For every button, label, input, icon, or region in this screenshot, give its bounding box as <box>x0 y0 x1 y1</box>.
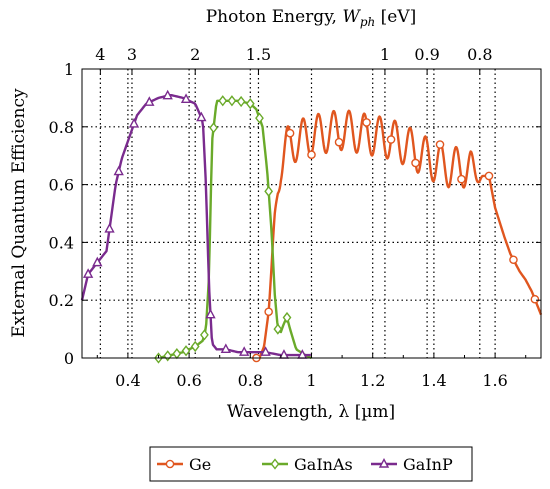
series-point-gainas <box>236 95 246 108</box>
series-point-gainp <box>260 346 271 356</box>
series-point-ge <box>386 135 396 144</box>
series-gainp <box>80 89 311 359</box>
series-point-gainas <box>227 95 237 107</box>
x-tick-label: 1.6 <box>482 371 507 390</box>
top-tick-label: 2 <box>190 45 200 64</box>
y-tick-label: 0.2 <box>49 291 74 310</box>
series-point-ge <box>307 150 316 160</box>
legend-marker-ge <box>165 459 175 469</box>
series-point-gainp <box>104 222 115 233</box>
series-point-ge <box>457 174 466 184</box>
series-point-ge <box>411 158 420 168</box>
series-point-gainp <box>92 256 103 267</box>
series-point-gainas <box>273 323 283 335</box>
series-point-gainas <box>200 329 209 341</box>
series-point-gainas <box>264 185 274 197</box>
legend: Ge GaInAs GaInP <box>149 446 473 482</box>
series-gainas <box>154 95 313 364</box>
legend-marker-gainas <box>270 458 280 470</box>
y-tick-label: 1 <box>64 60 74 79</box>
legend-label-gainas: GaInAs <box>294 455 353 474</box>
series-ge <box>252 109 543 363</box>
top-axis-label-sub: ph <box>360 15 375 29</box>
x-tick-labels: 0.4 0.6 0.8 1 1.2 1.4 1.6 <box>115 371 508 390</box>
top-tick-label: 1 <box>380 45 390 64</box>
y-tick-label: 0.8 <box>49 118 74 137</box>
legend-label-gainp: GaInP <box>403 455 453 474</box>
top-axis-label-var: W <box>342 7 361 27</box>
series-point-gainp <box>82 268 94 278</box>
series-point-gainas <box>255 112 264 124</box>
series-point-gainas <box>282 311 292 324</box>
y-tick-labels: 0 0.2 0.4 0.6 0.8 1 <box>49 60 74 368</box>
series-point-gainas <box>181 345 191 357</box>
legend-item-gainas: GaInAs <box>262 455 353 474</box>
series-point-gainas <box>245 98 255 110</box>
top-tick-labels: 4 3 2 1.5 1 0.9 0.8 <box>95 45 492 64</box>
top-tick-label: 0.9 <box>414 45 439 64</box>
series-point-ge <box>509 255 518 265</box>
series-point-gainp <box>239 346 250 356</box>
series-point-ge <box>362 118 371 127</box>
legend-label-ge: Ge <box>189 455 211 474</box>
x-tick-label: 1.2 <box>360 371 385 390</box>
legend-items: Ge GaInAs GaInP <box>157 455 453 474</box>
series-point-ge <box>484 171 494 181</box>
series-point-gainas <box>190 340 200 353</box>
x-tick-label: 1.4 <box>421 371 446 390</box>
series-line-ge <box>258 109 543 359</box>
series-line-gainp <box>80 93 311 357</box>
x-tick-label: 0.4 <box>115 371 140 390</box>
series-point-gainp <box>128 117 140 128</box>
series-point-ge <box>285 128 295 138</box>
series-point-gainp <box>144 96 155 106</box>
series-point-gainas <box>209 122 218 134</box>
x-tick-label: 1 <box>306 371 316 390</box>
series-point-gainas <box>218 95 228 107</box>
top-tick-label: 4 <box>95 45 105 64</box>
legend-box <box>149 446 473 482</box>
axis-ticks <box>82 68 541 359</box>
series-layer <box>80 89 543 364</box>
series-point-gainas <box>172 348 182 360</box>
series-point-gainp <box>162 89 173 100</box>
series-point-ge <box>334 137 344 147</box>
series-point-ge <box>435 140 445 149</box>
legend-marker-gainp <box>378 458 390 468</box>
grid-lines <box>82 69 541 358</box>
top-tick-label: 0.8 <box>467 45 492 64</box>
series-point-gainas <box>163 350 173 362</box>
series-point-gainp <box>180 93 192 104</box>
series-point-gainp <box>196 111 207 122</box>
top-axis-label-suffix: [eV] <box>375 7 416 27</box>
top-tick-label: 3 <box>127 45 137 64</box>
x-tick-label: 0.8 <box>238 371 263 390</box>
x-tick-label: 0.6 <box>176 371 201 390</box>
top-axis-label-prefix: Photon Energy, <box>206 7 343 27</box>
series-point-gainp <box>205 308 216 319</box>
series-point-ge <box>530 294 540 304</box>
series-point-gainp <box>113 165 124 176</box>
x-axis-label: Wavelength, λ [µm] <box>227 402 395 422</box>
legend-item-ge: Ge <box>157 455 211 474</box>
top-tick-label: 1.5 <box>246 45 271 64</box>
y-axis-label: External Quantum Efficiency <box>9 88 29 338</box>
y-tick-label: 0.6 <box>49 176 74 195</box>
series-point-ge <box>264 307 273 317</box>
top-axis-label: Photon Energy, Wph [eV] <box>206 7 417 29</box>
y-tick-label: 0 <box>64 349 74 368</box>
series-point-gainp <box>220 343 231 354</box>
y-tick-label: 0.4 <box>49 233 74 252</box>
legend-item-gainp: GaInP <box>371 455 453 474</box>
